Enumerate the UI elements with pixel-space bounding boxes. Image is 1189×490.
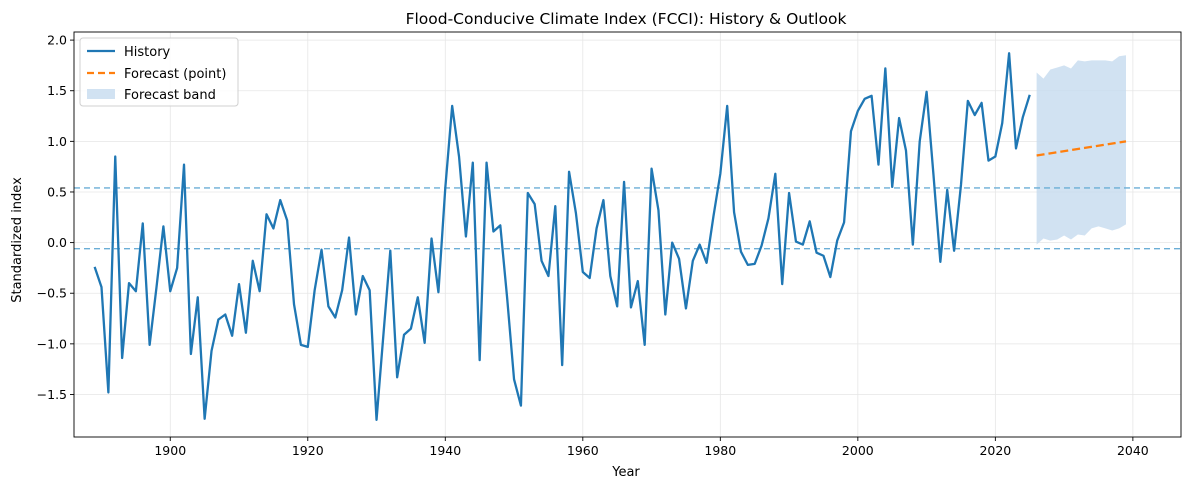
y-tick-label: −0.5 <box>37 286 67 301</box>
y-tick-label: 0.5 <box>47 184 67 199</box>
x-tick-label: 2000 <box>842 443 874 458</box>
y-tick-label: 1.0 <box>47 134 67 149</box>
y-tick-label: 2.0 <box>47 33 67 48</box>
x-tick-label: 1960 <box>567 443 599 458</box>
x-tick-label: 1900 <box>154 443 186 458</box>
x-tick-label: 1940 <box>429 443 461 458</box>
legend-forecast-label: Forecast (point) <box>124 67 226 82</box>
legend-band-swatch <box>87 89 115 99</box>
plot-frame <box>73 31 1182 438</box>
y-tick-label: 0.0 <box>47 235 67 250</box>
legend-band-label: Forecast band <box>124 88 216 103</box>
forecast-band-area <box>1036 55 1126 245</box>
forecast-point-line <box>1036 140 1127 157</box>
x-tick-label: 2040 <box>1117 443 1149 458</box>
y-tick-label: −1.0 <box>37 336 67 351</box>
chart-title: Flood-Conducive Climate Index (FCCI): Hi… <box>406 10 847 28</box>
y-axis-label: Standardized index <box>10 177 25 303</box>
x-tick-label: 1920 <box>292 443 324 458</box>
x-axis-label: Year <box>611 465 640 480</box>
legend-history-label: History <box>124 45 171 60</box>
legend-frame <box>79 37 239 107</box>
legend: History Forecast (point) Forecast band <box>79 37 239 107</box>
x-tick-label: 1980 <box>704 443 736 458</box>
y-tick-label: −1.5 <box>37 387 67 402</box>
y-tick-label: 1.5 <box>47 83 67 98</box>
x-tick-label: 2020 <box>979 443 1011 458</box>
